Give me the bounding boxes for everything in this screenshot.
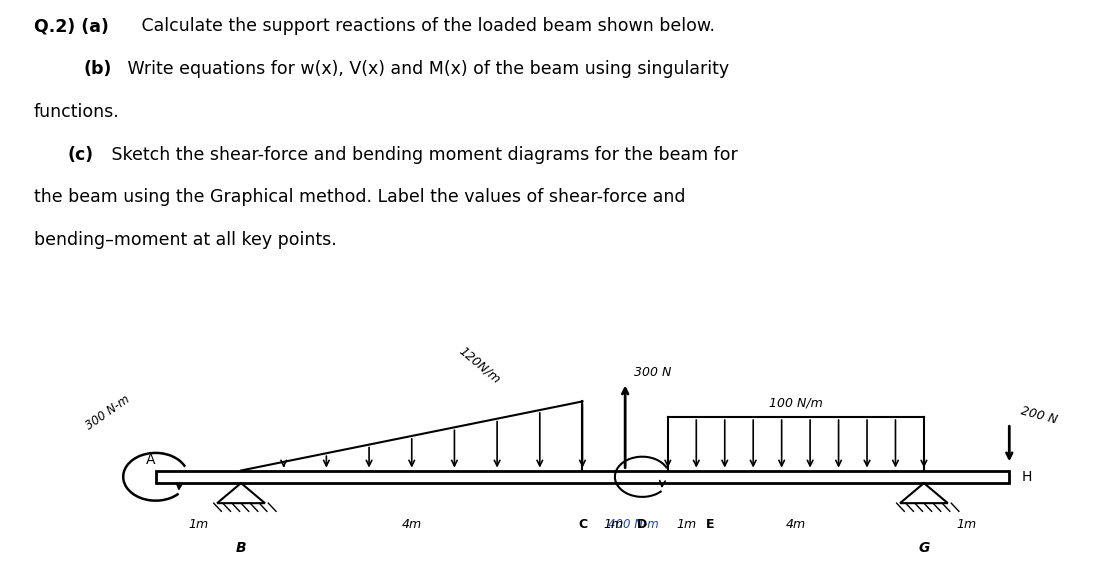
Text: 1m: 1m [677, 517, 697, 530]
Text: 100 N/m: 100 N/m [768, 397, 823, 409]
Text: C: C [577, 517, 588, 530]
Text: 1m: 1m [189, 517, 209, 530]
Text: bending–moment at all key points.: bending–moment at all key points. [34, 231, 336, 250]
Text: A: A [146, 453, 155, 467]
Text: 4m: 4m [402, 517, 422, 530]
Text: 4m: 4m [786, 517, 806, 530]
Text: Calculate the support reactions of the loaded beam shown below.: Calculate the support reactions of the l… [136, 17, 715, 35]
Text: 120N/m: 120N/m [457, 344, 504, 386]
Text: 200 N: 200 N [1020, 404, 1059, 427]
Text: Sketch the shear-force and bending moment diagrams for the beam for: Sketch the shear-force and bending momen… [105, 146, 737, 164]
Text: the beam using the Graphical method. Label the values of shear-force and: the beam using the Graphical method. Lab… [34, 188, 685, 207]
Text: 400 N-m: 400 N-m [609, 517, 659, 530]
Text: H: H [1022, 470, 1032, 484]
Text: D: D [637, 517, 648, 530]
Text: E: E [706, 517, 715, 530]
Text: 1m: 1m [604, 517, 624, 530]
Bar [155, 471, 1010, 483]
Text: (b): (b) [84, 60, 112, 78]
Text: (c): (c) [67, 146, 93, 164]
Text: 1m: 1m [956, 517, 976, 530]
Text: G: G [918, 541, 929, 556]
Text: Q.2) (a): Q.2) (a) [34, 17, 108, 35]
Text: functions.: functions. [34, 103, 120, 121]
Text: 300 N: 300 N [633, 367, 671, 379]
Text: 300 N-m: 300 N-m [83, 393, 132, 433]
Text: B: B [236, 541, 247, 556]
Text: Write equations for w(x), V(x) and M(x) of the beam using singularity: Write equations for w(x), V(x) and M(x) … [123, 60, 729, 78]
